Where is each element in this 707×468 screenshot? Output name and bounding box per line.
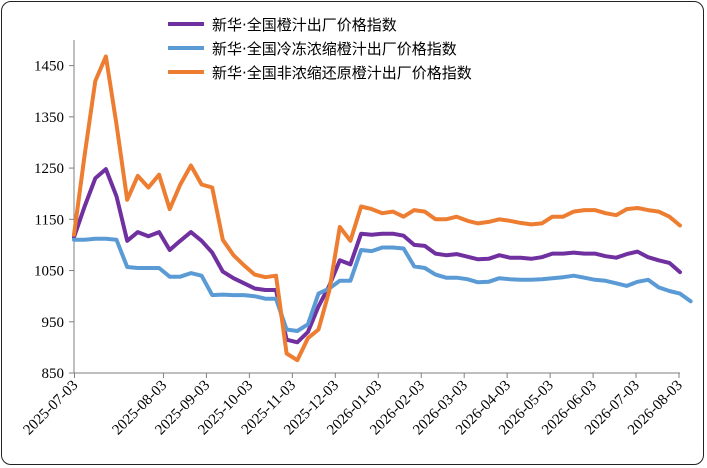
legend-label-3: 新华·全国非浓缩还原橙汁出厂价格指数 (212, 64, 472, 82)
y-tick-label: 950 (42, 315, 65, 331)
y-tick-label: 1350 (34, 110, 64, 126)
y-tick-label: 1150 (35, 212, 64, 228)
series-line-3 (72, 54, 682, 363)
y-tick-label: 1450 (34, 59, 64, 75)
series-layer (72, 54, 693, 363)
legend: 新华·全国橙汁出厂价格指数新华·全国冷冻浓缩橙汁出厂价格指数新华·全国非浓缩还原… (168, 16, 472, 82)
y-tick-label: 1050 (34, 264, 64, 280)
series-line-1 (72, 167, 682, 345)
legend-label-2: 新华·全国冷冻浓缩橙汁出厂价格指数 (212, 40, 457, 58)
y-tick-label: 850 (42, 366, 65, 382)
legend-label-1: 新华·全国橙汁出厂价格指数 (212, 16, 397, 34)
y-tick-label: 1250 (34, 161, 64, 177)
x-tick-label: 2025-07-03 (21, 378, 82, 439)
series-line-2 (72, 236, 693, 333)
